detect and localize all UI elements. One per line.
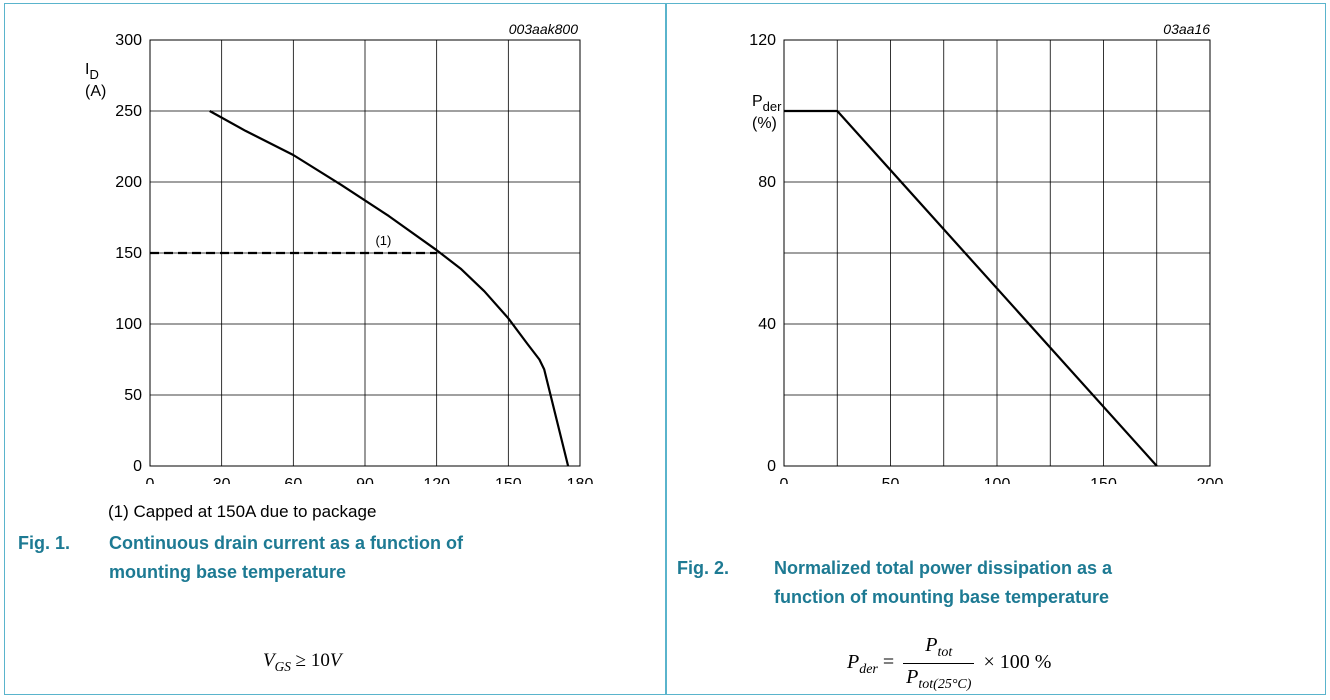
figure-code: 03aa16 — [1163, 21, 1210, 37]
y-tick-label: 200 — [115, 174, 142, 191]
figure-2-formula: Pder = Ptot Ptot(25°C) × 100 % — [847, 634, 1051, 693]
drain-current-chart: 0 30 60 90 120 150 180 0 50 100 150 200 250 300 (1) 003… — [85, 21, 594, 484]
formula2-den-sub: tot(25°C) — [918, 677, 972, 692]
formula2-denominator: Ptot(25°C) — [903, 664, 974, 693]
figure-2-number: Fig. 2. — [677, 558, 730, 578]
figure-1-formula: VGS ≥ 10V — [263, 650, 341, 675]
y-axis-label-main: P — [752, 93, 763, 110]
formula2-numerator: Ptot — [903, 634, 975, 664]
x-tick-label: 100 — [984, 476, 1011, 484]
formula2-lhs: P — [847, 651, 860, 674]
x-tick-label: 120 — [423, 476, 450, 484]
figure-2-panel: 0501001502000408012003aa16Pder(%)Tmb (°C… — [666, 3, 1326, 695]
y-axis-label-sub: der — [763, 99, 782, 114]
y-axis-label: Pder — [752, 93, 782, 114]
y-tick-label: 120 — [749, 32, 776, 49]
formula2-num-symbol: P — [925, 634, 938, 656]
y-tick-label: 0 — [133, 458, 142, 475]
formula2-times: × 100 % — [983, 651, 1052, 674]
y-axis-label: ID — [85, 61, 99, 82]
x-tick-label: 200 — [1197, 476, 1224, 484]
power-derating-chart: 0501001502000408012003aa16Pder(%)Tmb (°C… — [749, 21, 1224, 484]
y-tick-label: 150 — [115, 245, 142, 262]
figure-1-title-line2: mounting base temperature — [109, 562, 347, 582]
figure-2-caption: Fig. 2. Normalized total power dissipati… — [677, 554, 1297, 614]
y-tick-label: 300 — [115, 32, 142, 49]
formula-lhs-sub: GS — [274, 658, 291, 674]
y-tick-label: 0 — [767, 458, 776, 475]
figure-code: 003aak800 — [509, 21, 579, 37]
figure-1-note: (1) Capped at 150A due to package — [108, 502, 377, 521]
figure-1-number: Fig. 1. — [18, 533, 71, 553]
series-line — [784, 109, 1158, 467]
formula-unit: V — [329, 650, 342, 671]
figure-1-panel: 0 30 60 90 120 150 180 0 50 100 150 200 250 300 (1) 003… — [4, 3, 666, 695]
x-tick-label: 90 — [356, 476, 374, 484]
x-tick-label: 0 — [146, 476, 155, 484]
formula2-fraction: Ptot Ptot(25°C) — [903, 634, 975, 693]
y-tick-label: 100 — [115, 316, 142, 333]
y-tick-label: 250 — [115, 103, 142, 120]
x-tick-label: 60 — [284, 476, 302, 484]
x-tick-label: 150 — [495, 476, 522, 484]
formula2-den-symbol: P — [906, 666, 919, 688]
y-axis-unit: (A) — [85, 83, 106, 100]
plot-frame — [783, 39, 1211, 467]
x-tick-label: 50 — [882, 476, 900, 484]
y-tick-label: 40 — [758, 316, 776, 333]
formula-lhs: V — [263, 650, 275, 671]
x-tick-label: 30 — [213, 476, 231, 484]
figure-1-caption: Fig. 1. Continuous drain current as a fu… — [18, 529, 638, 589]
y-axis-label-sub: D — [89, 67, 98, 82]
formula-rhs: 10 — [310, 650, 330, 671]
formula-operator: ≥ — [295, 650, 307, 671]
x-tick-label: 150 — [1090, 476, 1117, 484]
x-tick-label: 0 — [780, 476, 789, 484]
y-axis-label-main: I — [85, 61, 89, 78]
x-tick-label: 180 — [567, 476, 594, 484]
figure-1-title-line1: Continuous drain current as a function o… — [109, 533, 464, 553]
figure-2-title-line2: function of mounting base temperature — [774, 587, 1110, 607]
formula2-equals: = — [882, 651, 895, 674]
series-line — [209, 110, 570, 467]
y-axis-unit: (%) — [752, 115, 777, 132]
formula2-num-sub: tot — [937, 645, 953, 660]
formula2-lhs-sub: der — [859, 662, 878, 678]
y-tick-label: 50 — [124, 387, 142, 404]
annotation-label: (1) — [375, 233, 391, 248]
y-tick-label: 80 — [758, 174, 776, 191]
figure-2-title-line1: Normalized total power dissipation as a — [774, 558, 1113, 578]
